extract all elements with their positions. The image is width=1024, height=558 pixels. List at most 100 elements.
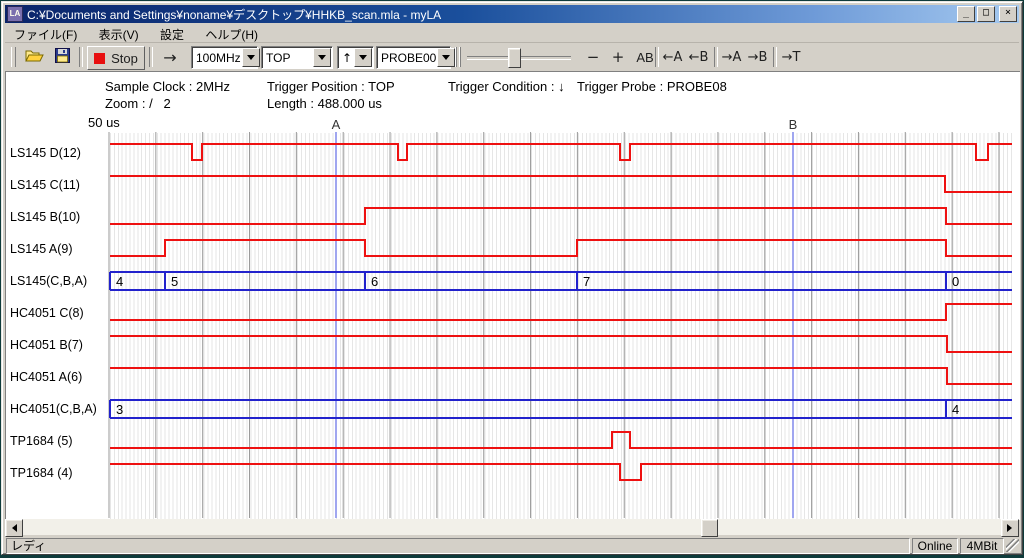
status-memory: 4MBit (960, 538, 1004, 554)
chevron-down-icon[interactable] (437, 48, 456, 67)
menu-settings[interactable]: 設定 (160, 28, 185, 42)
channel-label[interactable]: LS145(C,B,A) (10, 274, 88, 288)
trigger-edge-combo[interactable]: ↑ (337, 46, 374, 69)
title-bar[interactable]: LA C:¥Documents and Settings¥noname¥デスクト… (5, 5, 1019, 23)
right-triangle-icon (1007, 524, 1016, 532)
channel-label[interactable]: LS145 C(11) (10, 178, 80, 192)
left-arrow-a-icon: ←A (662, 49, 683, 65)
digital-trace (110, 335, 1012, 353)
left-arrow-b-icon: ←B (688, 49, 709, 65)
waveform-client-area (5, 71, 1020, 520)
toolbar-gripper[interactable] (11, 47, 16, 67)
menu-bar: ファイル(F) 表示(V) 設定 ヘルプ(H) (5, 24, 1019, 42)
open-file-button[interactable] (21, 46, 47, 68)
bus-value: 6 (371, 274, 378, 289)
right-arrow-b-icon: →B (747, 49, 768, 65)
menu-file[interactable]: ファイル(F) (14, 28, 78, 42)
trigger-probe-value: PROBE00 (381, 50, 437, 65)
channel-label[interactable]: TP1684 (4) (10, 466, 73, 480)
goto-marker-a-button[interactable]: →A (719, 46, 744, 68)
toolbar-separator (655, 47, 659, 67)
sample-grid (110, 133, 1012, 519)
info-zoom: Zoom : / 2 (105, 96, 171, 111)
menu-view[interactable]: 表示(V) (98, 28, 139, 42)
digital-trace (110, 367, 1012, 385)
channel-label[interactable]: LS145 D(12) (10, 146, 81, 160)
info-trigger-condition: Trigger Condition : ↓ (448, 79, 565, 94)
close-button[interactable]: × (999, 6, 1017, 22)
channel-label[interactable]: HC4051 B(7) (10, 338, 83, 352)
left-triangle-icon (8, 524, 17, 532)
right-arrow-a-icon: →A (721, 49, 742, 65)
info-trigger-probe: Trigger Probe : PROBE08 (577, 79, 727, 94)
menu-help[interactable]: ヘルプ(H) (205, 28, 259, 42)
sample-clock-combo[interactable]: 100MHz (191, 46, 260, 69)
minimize-button[interactable]: _ (957, 6, 975, 22)
toolbar-separator (149, 47, 153, 67)
digital-trace (110, 175, 1012, 193)
goto-marker-b-button[interactable]: →B (745, 46, 770, 68)
chevron-down-icon[interactable] (241, 48, 260, 67)
channel-label[interactable]: HC4051 C(8) (10, 306, 84, 320)
toolbar-separator (79, 47, 83, 67)
save-file-button[interactable] (49, 46, 75, 68)
toolbar: Stop → 100MHz TOP ↑ PROBE00 − + AB ←A (5, 42, 1019, 71)
maximize-icon: □ (982, 7, 990, 18)
zoom-out-button[interactable]: − (581, 46, 605, 68)
stop-button[interactable]: Stop (87, 46, 145, 70)
channel-label[interactable]: LS145 B(10) (10, 210, 81, 224)
toolbar-separator (773, 47, 777, 67)
status-online: Online (912, 538, 958, 554)
digital-trace (110, 303, 1012, 321)
chevron-down-icon[interactable] (354, 48, 372, 67)
sample-clock-value: 100MHz (196, 50, 241, 65)
scroll-right-button[interactable] (1001, 519, 1019, 537)
bus-value: 4 (952, 402, 959, 417)
chevron-down-icon[interactable] (313, 48, 331, 67)
plus-icon: + (611, 48, 625, 66)
bus-value: 0 (952, 274, 959, 289)
marker-b-label: B (789, 117, 798, 132)
channel-label[interactable]: TP1684 (5) (10, 434, 73, 448)
minus-icon: − (586, 48, 600, 66)
channel-label[interactable]: HC4051(C,B,A) (10, 402, 97, 416)
trigger-probe-combo[interactable]: PROBE00 (376, 46, 456, 69)
trigger-position-value: TOP (266, 50, 291, 65)
bus-value: 4 (116, 274, 123, 289)
minimize-icon: _ (962, 7, 970, 18)
scroll-left-button[interactable] (5, 519, 23, 537)
digital-trace (110, 431, 1012, 449)
zoom-in-button[interactable]: + (606, 46, 630, 68)
toolbar-gripper[interactable] (455, 47, 463, 67)
ab-range-button[interactable]: AB (631, 46, 659, 68)
set-marker-b-button[interactable]: ←B (686, 46, 711, 68)
app-icon: LA (7, 6, 23, 22)
run-button[interactable]: → (155, 46, 185, 68)
resize-grip-icon[interactable] (1006, 539, 1019, 552)
maximize-button[interactable]: □ (977, 6, 995, 22)
toolbar-separator (714, 47, 718, 67)
trigger-edge-value: ↑ (342, 50, 353, 65)
scrollbar-thumb[interactable] (701, 519, 718, 537)
digital-trace (110, 239, 1012, 257)
info-trigger-position: Trigger Position : TOP (267, 79, 395, 94)
timeline-scale-label: 50 us (88, 115, 120, 130)
set-marker-a-button[interactable]: ←A (660, 46, 685, 68)
status-ready: レディ (6, 538, 910, 554)
horizontal-scrollbar[interactable] (5, 519, 1019, 537)
bus-value: 7 (583, 274, 590, 289)
save-floppy-icon (54, 48, 70, 66)
stop-square-icon (94, 52, 106, 64)
zoom-slider-thumb[interactable] (508, 48, 521, 68)
right-arrow-t-icon: →T (781, 49, 801, 65)
marker-a-label: A (332, 117, 341, 132)
channel-label[interactable]: HC4051 A(6) (10, 370, 83, 384)
open-folder-icon (24, 48, 44, 66)
goto-trigger-button[interactable]: →T (778, 46, 804, 68)
window-title: C:¥Documents and Settings¥noname¥デスクトップ¥… (27, 7, 442, 22)
trigger-position-combo[interactable]: TOP (261, 46, 333, 69)
info-sample-clock: Sample Clock : 2MHz (105, 79, 230, 94)
channel-label[interactable]: LS145 A(9) (10, 242, 73, 256)
